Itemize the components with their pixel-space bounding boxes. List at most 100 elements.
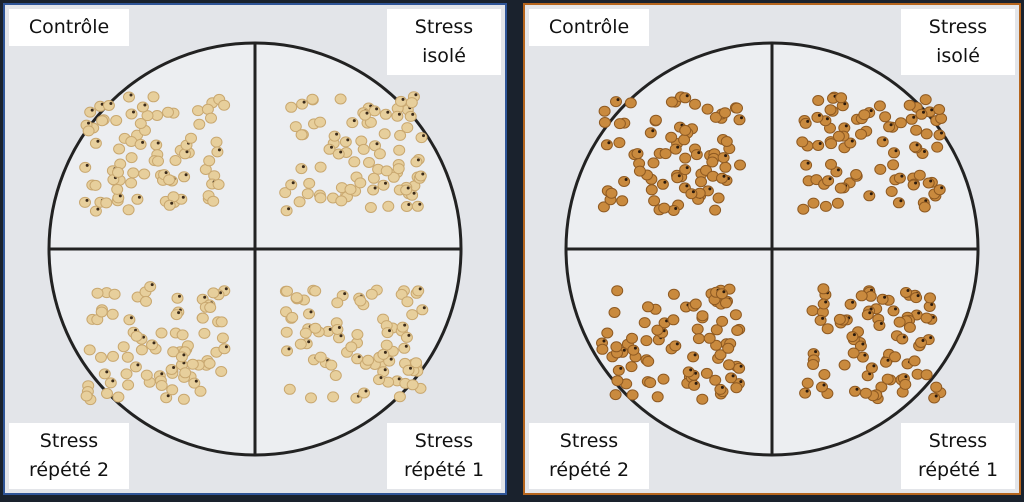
seed bbox=[598, 117, 611, 128]
seed bbox=[900, 287, 912, 298]
seed bbox=[387, 171, 400, 183]
seed bbox=[167, 346, 180, 358]
seed-spot bbox=[136, 363, 140, 367]
seed-spot bbox=[724, 154, 728, 158]
seed bbox=[850, 169, 863, 180]
seed-spot bbox=[861, 342, 865, 346]
seed bbox=[919, 94, 932, 106]
seed-spot bbox=[96, 139, 100, 143]
seed-spot bbox=[872, 364, 876, 368]
seed-spot bbox=[403, 323, 407, 327]
seed bbox=[638, 317, 651, 329]
seed-spot bbox=[685, 166, 689, 170]
seed bbox=[717, 152, 730, 164]
seed-spot bbox=[181, 195, 185, 199]
seed bbox=[334, 93, 347, 105]
seed bbox=[656, 178, 669, 190]
seed-spot bbox=[384, 181, 387, 185]
seed bbox=[710, 339, 723, 351]
seed bbox=[847, 347, 860, 359]
seed bbox=[163, 199, 176, 211]
seed bbox=[611, 285, 624, 297]
seed bbox=[203, 358, 216, 369]
seed bbox=[799, 387, 812, 399]
seed-spot bbox=[844, 124, 848, 128]
seed bbox=[667, 314, 680, 326]
seed-spot bbox=[421, 172, 425, 176]
seed bbox=[123, 91, 135, 103]
seed bbox=[719, 107, 731, 119]
seed bbox=[415, 132, 428, 144]
seed-spot bbox=[722, 290, 726, 294]
seed-spot bbox=[337, 326, 341, 329]
seed bbox=[730, 382, 743, 394]
seed bbox=[314, 161, 327, 173]
seed-spot bbox=[912, 115, 916, 119]
label-line: Stress bbox=[39, 430, 99, 452]
seed-spot bbox=[806, 119, 810, 123]
seed-spot bbox=[412, 191, 416, 195]
seed-spot bbox=[930, 303, 934, 306]
seed bbox=[365, 288, 378, 300]
seed bbox=[608, 307, 621, 318]
seed bbox=[404, 110, 417, 122]
seed-spot bbox=[141, 140, 145, 144]
seed bbox=[819, 200, 832, 212]
seed bbox=[609, 389, 622, 401]
seed bbox=[354, 295, 367, 307]
seed bbox=[378, 128, 391, 140]
label-line: isolé bbox=[936, 45, 980, 67]
seed bbox=[616, 195, 629, 207]
seed bbox=[627, 344, 640, 356]
seed bbox=[410, 156, 423, 168]
seed bbox=[920, 128, 933, 140]
seed-spot bbox=[708, 187, 712, 191]
seed bbox=[913, 169, 926, 181]
seed bbox=[138, 168, 151, 180]
seed bbox=[335, 195, 348, 207]
seed bbox=[844, 298, 857, 310]
seed-spot bbox=[821, 316, 825, 320]
seed bbox=[281, 345, 293, 357]
seed bbox=[876, 293, 889, 305]
seed bbox=[626, 389, 639, 401]
seed-spot bbox=[346, 138, 350, 142]
seed bbox=[896, 333, 909, 345]
seed-spot bbox=[607, 141, 611, 145]
seed-spot bbox=[633, 346, 637, 350]
seed bbox=[807, 359, 820, 370]
seed bbox=[309, 285, 322, 297]
label-line: Stress bbox=[559, 430, 619, 452]
seed bbox=[380, 165, 393, 177]
seed bbox=[136, 101, 149, 113]
seed-spot bbox=[914, 181, 918, 185]
seed bbox=[345, 341, 358, 353]
seed-spot bbox=[883, 295, 887, 299]
seed bbox=[101, 388, 113, 399]
seed-spot bbox=[694, 381, 698, 385]
label-line: répété 2 bbox=[28, 459, 110, 481]
seed bbox=[289, 121, 302, 133]
seed-spot bbox=[224, 345, 228, 349]
seed-spot bbox=[665, 319, 669, 323]
seed bbox=[701, 103, 714, 115]
seed-spot bbox=[129, 316, 133, 320]
seed-spot bbox=[357, 355, 361, 359]
seed bbox=[215, 316, 228, 328]
seed bbox=[150, 139, 163, 151]
seed bbox=[346, 117, 359, 129]
seed bbox=[107, 350, 119, 362]
seed bbox=[885, 186, 898, 197]
seed bbox=[117, 341, 130, 353]
seed bbox=[915, 108, 928, 120]
seed-spot bbox=[224, 287, 228, 291]
seed bbox=[314, 351, 327, 363]
seed-spot bbox=[177, 311, 181, 315]
seed-spot bbox=[364, 389, 368, 393]
seed bbox=[825, 138, 838, 150]
seed bbox=[613, 137, 626, 149]
seed bbox=[703, 332, 716, 344]
seed-spot bbox=[817, 113, 821, 117]
seed bbox=[920, 369, 933, 381]
seed-spot bbox=[869, 109, 873, 113]
